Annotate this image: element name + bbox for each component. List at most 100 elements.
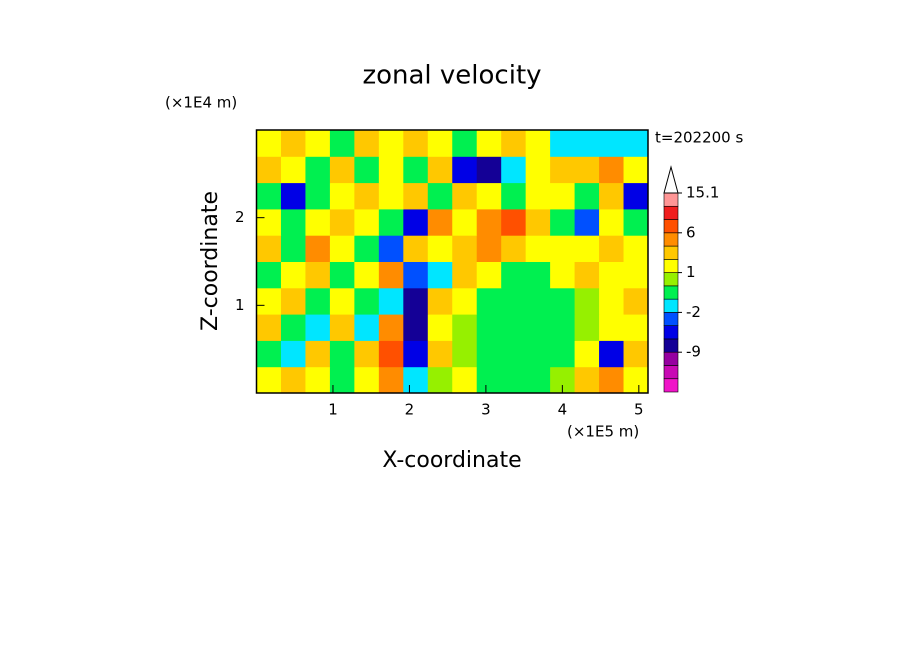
contour-cell — [280, 340, 306, 368]
contour-cell — [427, 261, 453, 289]
contour-cell — [427, 208, 453, 236]
contour-cell — [256, 130, 282, 157]
contour-cell — [623, 366, 649, 394]
contour-cell — [329, 182, 355, 210]
contour-cell — [427, 366, 453, 394]
x-axis-label: X-coordinate — [382, 448, 521, 473]
colorbar-bin — [663, 325, 679, 340]
x-tick-label: 4 — [558, 401, 568, 419]
contour-cell — [501, 235, 527, 262]
contour-cell — [305, 130, 331, 157]
x-tick-label: 5 — [634, 401, 644, 419]
colorbar-tick-label: 1 — [686, 263, 696, 281]
contour-cell — [574, 156, 600, 184]
contour-cell — [354, 235, 380, 262]
contour-cell — [599, 235, 625, 262]
contour-cell — [599, 340, 625, 368]
contour-cell — [427, 314, 453, 341]
contour-cell — [599, 287, 625, 315]
contour-cell — [378, 156, 404, 184]
contour-cell — [525, 130, 551, 157]
contour-cell — [550, 156, 576, 184]
contour-cell — [501, 130, 527, 157]
contour-cell — [525, 314, 551, 341]
contour-cell — [525, 208, 551, 236]
colorbar-bin — [663, 219, 679, 234]
contour-cell — [329, 156, 355, 184]
contour-cell — [329, 366, 355, 394]
contour-cell — [501, 208, 527, 236]
contour-cell — [599, 130, 625, 157]
contour-cell — [452, 235, 478, 262]
colorbar-bin — [663, 312, 679, 326]
contour-cell — [256, 340, 282, 368]
contour-cell — [574, 340, 600, 368]
colorbar-tick-label: -2 — [686, 303, 701, 321]
contour-cell — [329, 261, 355, 289]
contour-cell — [378, 261, 404, 289]
chart-title: zonal velocity — [362, 61, 541, 91]
contour-cell — [280, 261, 306, 289]
colorbar-bin — [663, 259, 679, 273]
contour-cell — [280, 366, 306, 394]
contour-cell — [599, 366, 625, 394]
contour-cell — [354, 366, 380, 394]
y-tick-label: 2 — [235, 208, 245, 226]
contour-cell — [574, 261, 600, 289]
contour-cell — [476, 208, 502, 236]
contour-cell — [280, 208, 306, 236]
contour-cell — [623, 130, 649, 157]
contour-cell — [550, 314, 576, 341]
contour-cell — [329, 130, 355, 157]
contour-cell — [550, 340, 576, 368]
contour-cell — [329, 287, 355, 315]
contour-cell — [378, 314, 404, 341]
colorbar-tick-label: -9 — [686, 343, 701, 361]
contour-cell — [305, 156, 331, 184]
contour-cell — [452, 208, 478, 236]
contour-cell — [599, 314, 625, 341]
contour-cell — [256, 314, 282, 341]
contour-cell — [378, 235, 404, 262]
contour-cell — [476, 287, 502, 315]
contour-cell — [525, 156, 551, 184]
contour-cell — [280, 156, 306, 184]
contour-cell — [476, 261, 502, 289]
colorbar-extend — [663, 165, 679, 194]
contour-cell — [403, 261, 429, 289]
colorbar-tick-label: 6 — [686, 223, 696, 241]
colorbar-bin — [663, 232, 679, 247]
contour-cell — [501, 261, 527, 289]
contour-cell — [427, 287, 453, 315]
contour-cell — [623, 235, 649, 262]
contour-cell — [378, 366, 404, 394]
contour-cell — [452, 261, 478, 289]
contour-cell — [354, 208, 380, 236]
contour-cell — [403, 208, 429, 236]
contour-cell — [403, 340, 429, 368]
contour-cell — [256, 261, 282, 289]
contour-cell — [599, 156, 625, 184]
contour-cell — [574, 182, 600, 210]
contour-cell — [623, 156, 649, 184]
x-unit: (×1E5 m) — [567, 423, 639, 441]
colorbar-bin — [663, 351, 679, 366]
contour-cell — [452, 182, 478, 210]
contour-cell — [256, 208, 282, 236]
contour-cell — [452, 287, 478, 315]
contour-cell — [476, 366, 502, 394]
colorbar-bin — [663, 205, 679, 220]
contour-cell — [452, 314, 478, 341]
contour-cell — [501, 287, 527, 315]
colorbar-bin — [663, 298, 679, 313]
contour-cell — [256, 366, 282, 394]
colorbar-tick-label: 15.1 — [686, 184, 719, 202]
contour-cell — [476, 314, 502, 341]
contour-cell — [305, 261, 331, 289]
time-label: t=202200 s — [655, 129, 743, 147]
contour-cell — [280, 314, 306, 341]
contour-cell — [256, 156, 282, 184]
contour-cell — [550, 208, 576, 236]
contour-cell — [623, 182, 649, 210]
colorbar-bin — [663, 285, 679, 300]
